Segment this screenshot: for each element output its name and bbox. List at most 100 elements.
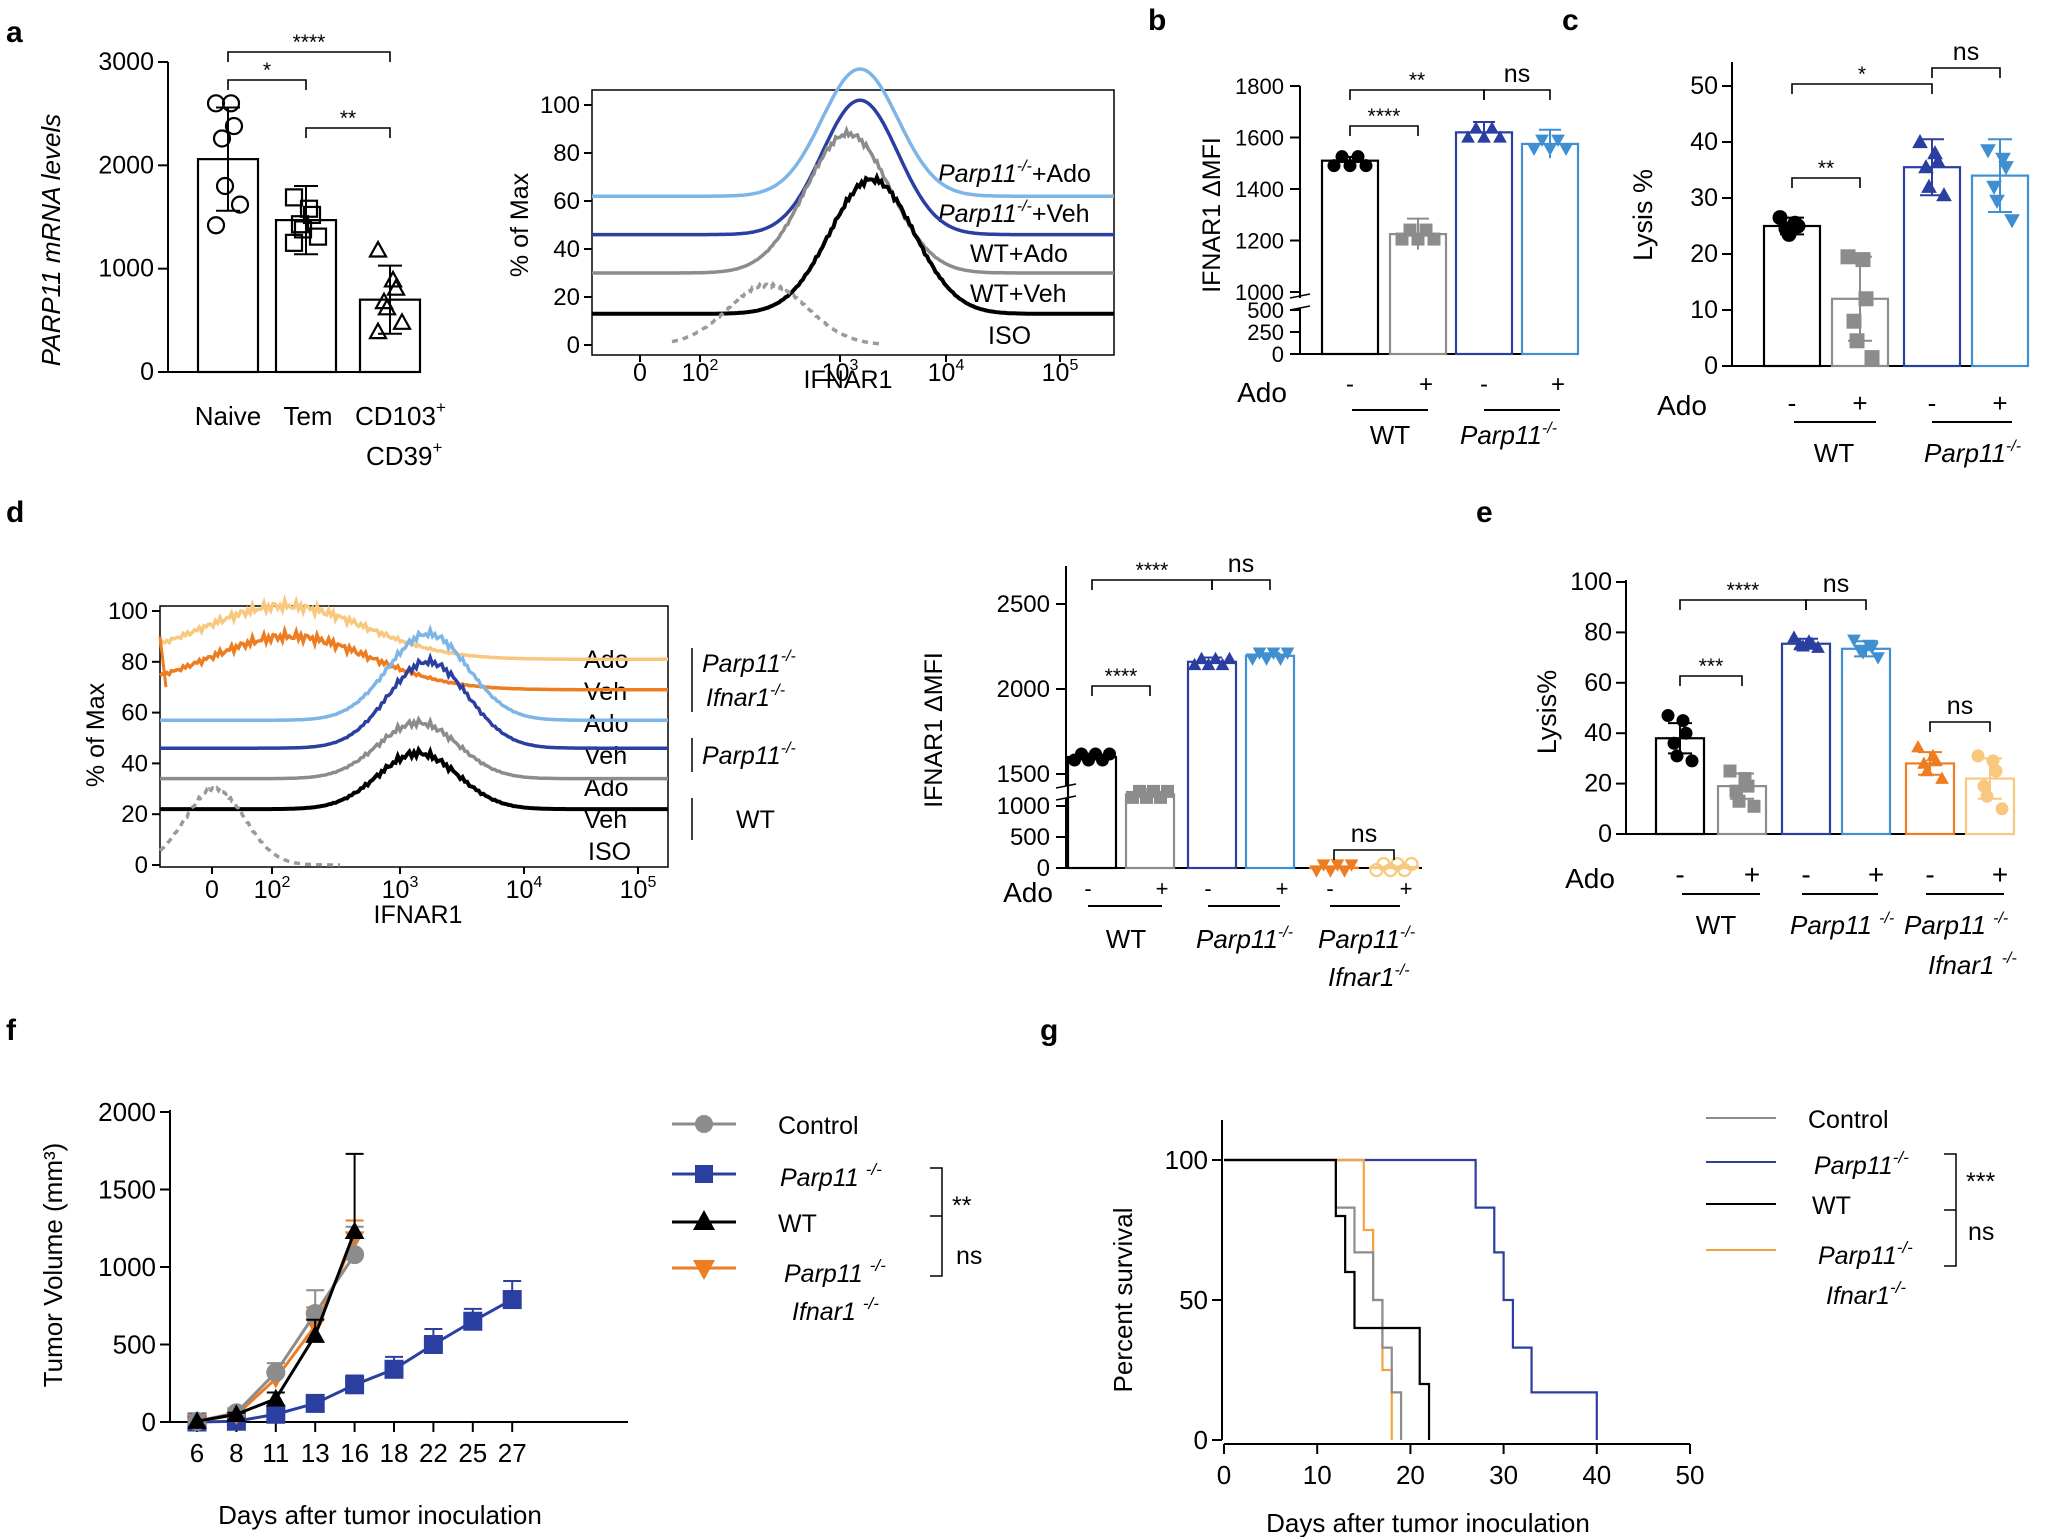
e-point-0-4: [1670, 749, 1684, 763]
f-legend-dko-ifnar: Ifnar1: [792, 1298, 863, 1326]
e-point-2-2: [1805, 636, 1819, 650]
e-sig-3-bracket: [1929, 721, 1991, 732]
d2-sig-3-label: ns: [1351, 820, 1377, 848]
g-yticklabel-0: 0: [1194, 1425, 1208, 1455]
d2-sign-2: -: [1204, 876, 1211, 901]
d2-yticklabel-u-0: 1500: [997, 761, 1050, 788]
a1-yticklabel-1: 1000: [98, 255, 154, 283]
a2-curve-1: [592, 98, 1114, 237]
c-point-1-2: [1858, 291, 1874, 307]
a1-point-2-5: [392, 312, 412, 330]
e-point-2-0: [1787, 630, 1801, 643]
b-group-0: WT: [1370, 420, 1411, 450]
b-yticklabel-l-2: 500: [1247, 298, 1284, 323]
c-bar-0: [1762, 224, 1822, 368]
c-point-1-1: [1855, 252, 1871, 268]
b-point-3-2: [1543, 143, 1557, 156]
a2-curve-labels: Parp11-/-+Ado Parp11-/-+Veh WT+Ado WT+Ve…: [938, 158, 1091, 350]
d1-label-2: Ado: [584, 710, 628, 738]
e-yticklabel-3: 60: [1584, 669, 1612, 697]
d1-yticklabel-2: 40: [121, 750, 148, 777]
d2-sig-2-label: ns: [1228, 550, 1254, 578]
c-group-1-sup: -/-: [2006, 438, 2021, 455]
c-sign-1: +: [1852, 388, 1867, 418]
d1-label-6: ISO: [588, 838, 631, 866]
d2-point-2-4: [1215, 657, 1230, 671]
panel-label-g: g: [1040, 1014, 1058, 1047]
d2-point-5-5: [1404, 856, 1419, 872]
g-xticklabel-3: 30: [1489, 1460, 1518, 1490]
a1-point-1-3: [290, 215, 310, 234]
b-point-2-3: [1485, 121, 1499, 134]
a1-xlabel-tem: Tem: [283, 401, 332, 431]
f-legend-dko-parp: Parp11: [784, 1260, 870, 1288]
d1-group-0-line2: Ifnar1-/-: [706, 682, 785, 712]
e-sign-2: -: [1801, 859, 1810, 890]
d2-point-4-3: [1330, 859, 1345, 872]
a1-point-2-0: [368, 239, 388, 258]
f-xticklabel-1: 8: [229, 1438, 243, 1468]
a2-xt2e: 3: [849, 357, 858, 374]
a1-cd103-sup: +: [436, 398, 446, 417]
f-legend-parp11-sup: -/-: [866, 1160, 882, 1179]
c-ylabel: Lysis %: [1628, 169, 1658, 261]
e-sig-3-label: ns: [1947, 692, 1973, 720]
c-sign-3: +: [1992, 388, 2007, 418]
a1-point-2-4: [377, 297, 397, 316]
b-point-0-2: [1343, 159, 1357, 173]
f-legend-dko-parp-sup: -/-: [870, 1256, 886, 1275]
a2-curve-2: [592, 125, 1114, 275]
e-group-1-sup: -/-: [1879, 910, 1894, 927]
a1-point-0-1: [221, 94, 241, 113]
e-point-5-0: [1971, 749, 1985, 763]
c-point-1-5: [1864, 350, 1880, 366]
e-point-0-2: [1679, 726, 1693, 740]
b-ado-label: Ado: [1237, 377, 1287, 408]
g-xticklabel-5: 50: [1676, 1460, 1705, 1490]
d2-point-3-5: [1280, 647, 1295, 660]
f-point-2-3: [305, 1325, 326, 1343]
a2-ylabel: % of Max: [506, 172, 534, 277]
b-yticklabel-u-1: 1200: [1235, 229, 1284, 254]
c-sig-1-label: **: [1818, 157, 1834, 180]
d2-group-2a-sup: -/-: [1400, 924, 1415, 941]
d2-point-4-5: [1344, 859, 1359, 872]
d1-curve-parp-ado: [160, 624, 668, 722]
e-group-1-base: Parp11: [1790, 910, 1879, 940]
b-axis-break-1: [1289, 293, 1311, 299]
a1-point-0-0: [206, 94, 226, 113]
d2-point-3-1: [1252, 647, 1267, 660]
d1-label-1: Veh: [584, 678, 627, 706]
d1-yticklabel-3: 60: [121, 700, 148, 727]
e-ylabel: Lysis%: [1532, 670, 1562, 755]
d1-curve-ifnar-veh: [158, 624, 668, 692]
c-point-3-1: [1995, 152, 2011, 167]
panel-label-f: f: [6, 1014, 17, 1047]
f-xticklabel-3: 13: [301, 1438, 330, 1468]
g-legend-parp11: Parp11-/-: [1814, 1148, 1909, 1180]
f-legend-control: Control: [778, 1112, 859, 1140]
e-point-0-1: [1676, 714, 1690, 728]
d2-point-3-4: [1273, 653, 1288, 666]
b-point-3-4: [1559, 143, 1573, 156]
c-ado-label: Ado: [1657, 390, 1707, 421]
d1-g0-n1: Parp11: [702, 650, 781, 678]
d1-g0-s2: -/-: [770, 682, 785, 699]
f-legend-dko-1: Parp11 -/-: [784, 1256, 886, 1288]
g-legend-wt: WT: [1812, 1192, 1851, 1220]
c-yticklabel-0: 0: [1704, 352, 1718, 380]
g-legend-parp11-text: Parp11: [1814, 1152, 1893, 1180]
e-yticklabel-2: 40: [1584, 719, 1612, 747]
c-sign-0: -: [1788, 388, 1797, 418]
a2-yticklabel-1: 20: [553, 284, 580, 311]
a2-xt4b: 10: [1042, 359, 1070, 387]
d2-sig-1-label: ****: [1105, 665, 1138, 688]
c-point-2-0: [1912, 133, 1928, 149]
g-legend-control: Control: [1808, 1106, 1889, 1134]
e-point-4-4: [1920, 763, 1934, 777]
d1-g0-s1: -/-: [781, 648, 796, 665]
a2-xtick-0: 0: [633, 359, 647, 387]
g-curve-3: [1224, 1158, 1393, 1440]
d2-sign-4: -: [1326, 876, 1333, 901]
c-point-2-5: [1936, 187, 1952, 202]
